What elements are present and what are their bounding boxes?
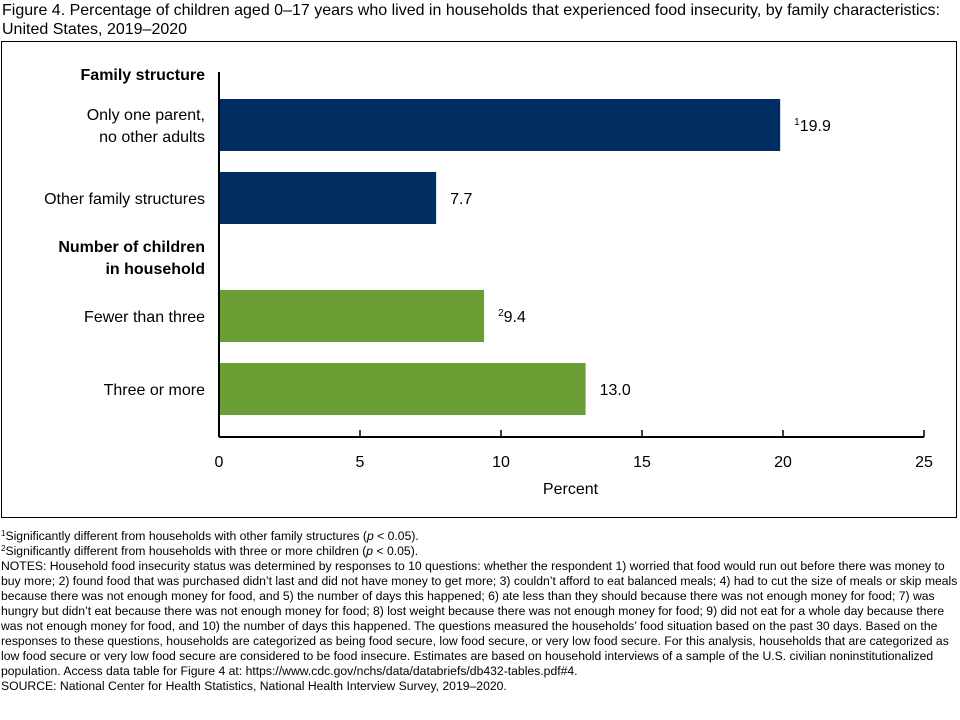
footnote-2-threshold: < 0.05). [373, 544, 419, 558]
footnote-1: 1Significantly different from households… [1, 529, 959, 544]
data-label-value: 19.9 [800, 118, 831, 135]
x-tick-label: 5 [356, 454, 365, 471]
bar [219, 363, 586, 415]
x-tick-label: 20 [774, 454, 792, 471]
data-label-superscript: 2 [498, 308, 504, 319]
x-tick-label: 15 [633, 454, 651, 471]
footnote-2-p: p [366, 544, 374, 558]
x-tick-label: 10 [492, 454, 510, 471]
data-label: 13.0 [600, 382, 631, 399]
footnote-1-p: p [366, 529, 374, 543]
group-heading: Number of children [58, 239, 205, 256]
figure-title: Figure 4. Percentage of children aged 0–… [2, 2, 940, 38]
bar-chart: Family structure Only one parent, no other… [44, 67, 933, 498]
x-tick-label: 25 [915, 454, 933, 471]
footnotes: 1Significantly different from households… [1, 529, 959, 694]
data-label: 7.7 [450, 191, 472, 208]
group-heading: Family structure [81, 67, 206, 84]
notes-text: NOTES: Household food insecurity status … [1, 559, 958, 678]
category-label: Only one parent, [87, 107, 205, 124]
group-heading: in household [105, 261, 205, 278]
footnote-1-threshold: < 0.05). [373, 529, 419, 543]
category-label: Fewer than three [84, 309, 205, 326]
bar [219, 172, 437, 224]
bar [219, 290, 485, 342]
data-label: 119.9 [794, 117, 831, 135]
data-label-superscript: 1 [794, 117, 800, 128]
data-label-value: 9.4 [504, 309, 526, 326]
footnote-2: 2Significantly different from households… [1, 544, 959, 559]
source-text: SOURCE: National Center for Health Stati… [1, 679, 507, 693]
footnote-2-marker: 2 [1, 544, 6, 553]
category-label: no other adults [99, 129, 205, 146]
footnote-1-text: Significantly different from households … [5, 529, 367, 543]
category-label: Three or more [104, 382, 205, 399]
chart-frame: Family structure Only one parent, no other… [1, 41, 957, 518]
footnote-2-text: Significantly different from households … [5, 544, 367, 558]
data-label: 29.4 [498, 308, 526, 326]
x-axis-label: Percent [543, 481, 599, 498]
category-label: Other family structures [44, 191, 205, 208]
x-tick-label: 0 [215, 454, 224, 471]
bar [219, 99, 781, 151]
footnote-1-marker: 1 [1, 529, 6, 538]
